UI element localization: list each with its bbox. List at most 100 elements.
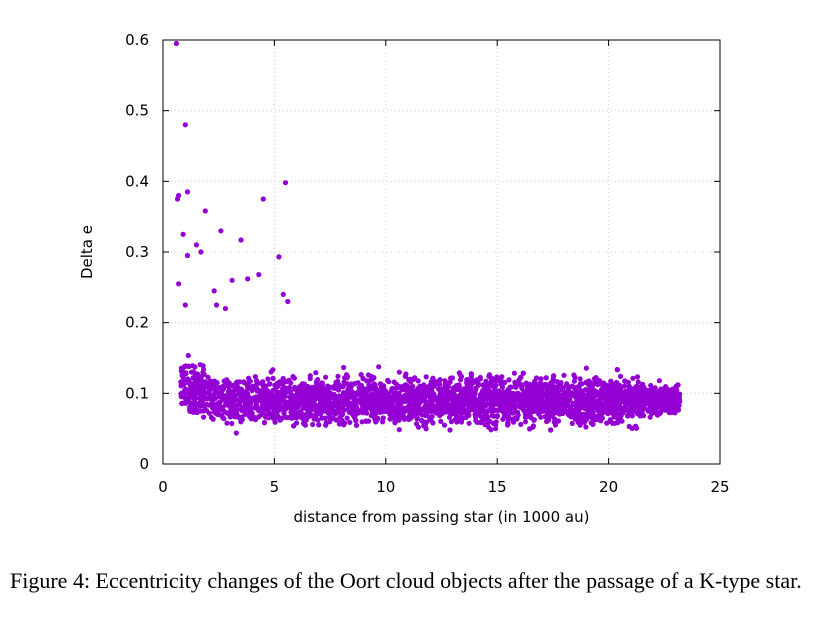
data-point [545, 388, 551, 394]
data-point [443, 404, 449, 410]
data-point [318, 400, 324, 406]
data-point [558, 406, 564, 412]
data-point [278, 379, 284, 386]
data-point [290, 374, 296, 380]
data-point [243, 390, 249, 396]
data-point [610, 385, 617, 391]
data-point [405, 392, 411, 398]
data-point [210, 416, 216, 422]
data-point [286, 389, 292, 395]
data-point [217, 393, 223, 399]
data-point [331, 384, 337, 390]
data-point [342, 375, 348, 381]
data-point [279, 390, 285, 396]
data-point [339, 384, 345, 390]
data-point [202, 208, 208, 214]
data-point [517, 382, 523, 388]
data-point [197, 362, 203, 368]
data-point [333, 379, 339, 386]
data-point [358, 372, 364, 378]
data-point [335, 373, 341, 379]
data-point [218, 228, 224, 234]
data-point [456, 370, 462, 376]
data-point [391, 391, 397, 397]
data-point [341, 396, 347, 402]
data-point [590, 392, 596, 399]
data-point [238, 419, 244, 425]
data-point [532, 379, 538, 385]
data-point [561, 372, 567, 378]
data-point [673, 383, 679, 390]
data-point [314, 380, 320, 386]
data-point [510, 390, 516, 397]
data-point [489, 412, 495, 419]
data-point [627, 388, 634, 394]
data-point [640, 390, 647, 396]
data-point [261, 420, 268, 426]
data-point [271, 393, 277, 399]
data-point [608, 378, 614, 384]
data-point [257, 380, 263, 386]
data-points [173, 40, 683, 436]
data-point [332, 399, 338, 405]
data-point [391, 379, 397, 385]
data-point [486, 383, 492, 389]
data-point [505, 420, 511, 426]
data-point [472, 411, 478, 417]
data-point [377, 381, 383, 387]
data-point [538, 376, 544, 382]
data-point [466, 420, 472, 426]
data-point [551, 373, 557, 379]
data-point [527, 398, 533, 404]
data-point [262, 388, 268, 394]
data-point [595, 377, 601, 384]
data-point [206, 388, 212, 394]
data-point [578, 416, 584, 422]
data-point [319, 380, 325, 386]
data-point [372, 410, 378, 416]
data-point [339, 410, 345, 416]
data-point [522, 403, 528, 409]
data-point [204, 380, 210, 386]
data-point [245, 276, 251, 282]
data-point [518, 397, 524, 403]
data-point [489, 392, 495, 398]
data-point [458, 418, 464, 424]
data-point [555, 418, 562, 424]
data-point [307, 401, 313, 408]
data-point [360, 410, 366, 416]
data-point [408, 379, 414, 385]
data-point [637, 412, 644, 419]
data-point [178, 394, 184, 400]
data-point [337, 414, 343, 420]
data-point [613, 394, 619, 400]
data-point [616, 385, 623, 391]
data-point [449, 375, 455, 381]
data-point [597, 394, 604, 401]
data-point [213, 302, 220, 308]
data-point [241, 379, 247, 385]
data-point [211, 288, 217, 294]
y-axis-label: Delta e [78, 225, 96, 279]
data-point [580, 411, 587, 417]
data-point [503, 398, 509, 404]
x-tick-label: 0 [158, 478, 168, 496]
data-point [233, 430, 239, 436]
data-point [482, 422, 488, 428]
data-point [509, 406, 516, 412]
data-point [492, 378, 499, 384]
data-point [323, 391, 329, 397]
data-point [205, 374, 211, 380]
data-point [191, 400, 197, 406]
data-point [213, 411, 219, 417]
data-point [454, 419, 460, 425]
data-point [305, 386, 311, 392]
data-point [366, 385, 372, 391]
data-point [267, 381, 273, 387]
data-point [447, 427, 453, 433]
data-point [529, 392, 536, 398]
data-point [617, 416, 624, 422]
data-point [483, 378, 489, 384]
data-point [550, 397, 556, 403]
data-point [522, 391, 528, 397]
